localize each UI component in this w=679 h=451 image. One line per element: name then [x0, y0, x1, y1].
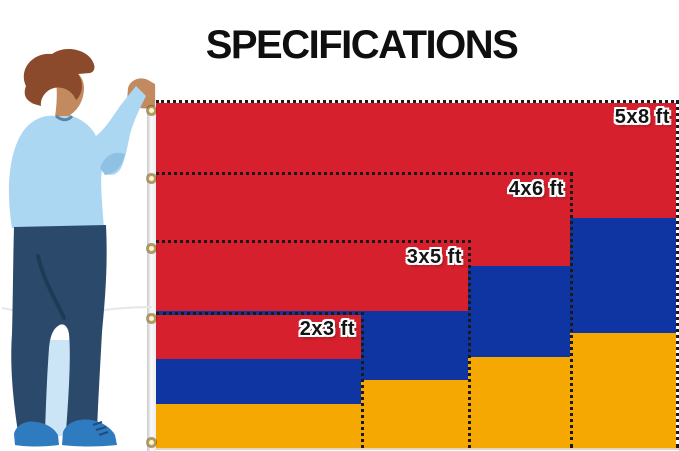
stripe-blue [156, 359, 361, 404]
size-label-3x5: 3x5 ft [406, 246, 462, 268]
stripe-red [156, 243, 468, 312]
pants [11, 225, 107, 432]
flag-2x3: 2x3 ft [156, 312, 364, 448]
flag-pole [147, 84, 156, 451]
sleeve-shade [100, 152, 125, 175]
between-legs-shade [40, 340, 72, 436]
size-label-5x8: 5x8 ft [614, 106, 670, 128]
grommet [147, 174, 156, 183]
grommet [147, 314, 156, 323]
shoe-laces [92, 421, 109, 436]
right-shoe [62, 419, 117, 447]
hair [23, 48, 95, 106]
person-illustration [1, 48, 155, 447]
collar [55, 114, 74, 122]
size-label-4x6: 4x6 ft [508, 178, 564, 200]
left-shoe [14, 421, 59, 447]
stripe-red [156, 315, 361, 360]
grommet [147, 438, 156, 447]
flag-bottom-shadow [156, 448, 679, 450]
grommet [147, 244, 156, 253]
stripe-orange [156, 403, 361, 448]
shirt [8, 86, 147, 228]
size-label-2x3: 2x3 ft [299, 318, 355, 340]
grommet [147, 106, 156, 115]
page-title: SPECIFICATIONS [205, 22, 519, 67]
pants-crease [36, 254, 66, 320]
